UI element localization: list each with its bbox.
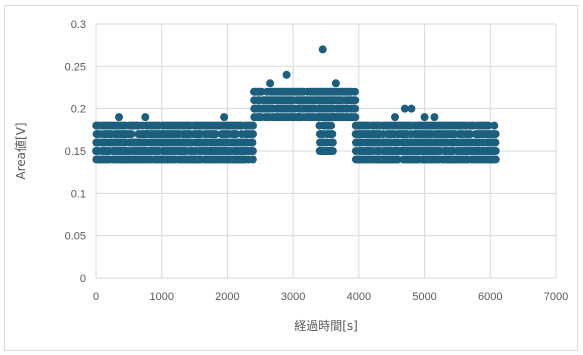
x-tick-label-4: 4000 bbox=[347, 291, 371, 303]
data-point-387 bbox=[248, 121, 257, 130]
data-point-976 bbox=[266, 79, 275, 88]
y-tick-label-5: 0.25 bbox=[65, 61, 86, 73]
y-tick-labels: 0 0.05 0.1 0.15 0.2 0.25 0.3 bbox=[65, 19, 86, 285]
data-point-569 bbox=[328, 138, 337, 147]
y-tick-label-1: 0.05 bbox=[65, 231, 86, 243]
y-tick-label-6: 0.3 bbox=[71, 19, 86, 31]
data-point-983 bbox=[430, 113, 439, 122]
data-point-385 bbox=[248, 138, 257, 147]
data-point-568 bbox=[328, 147, 337, 155]
chart-frame bbox=[4, 5, 578, 351]
data-point-386 bbox=[248, 130, 257, 139]
data-point-969 bbox=[491, 147, 500, 155]
data-point-87 bbox=[127, 130, 136, 139]
data-point-982 bbox=[420, 113, 429, 122]
data-point-970 bbox=[491, 138, 500, 147]
y-tick-label-3: 0.15 bbox=[65, 146, 86, 158]
data-point-979 bbox=[400, 104, 409, 113]
y-tick-label-0: 0 bbox=[80, 273, 86, 285]
y-tick-label-2: 0.1 bbox=[71, 188, 86, 200]
x-tick-label-6: 6000 bbox=[478, 291, 502, 303]
data-point-570 bbox=[328, 130, 337, 139]
x-tick-labels: 0 1000 2000 3000 4000 5000 6000 7000 bbox=[93, 291, 568, 303]
data-point-622 bbox=[350, 87, 359, 96]
data-point-348 bbox=[231, 130, 240, 139]
y-tick-label-4: 0.2 bbox=[71, 104, 86, 116]
x-tick-label-0: 0 bbox=[93, 291, 99, 303]
data-point-974 bbox=[220, 113, 229, 122]
data-point-971 bbox=[491, 130, 500, 139]
data-points bbox=[92, 45, 500, 164]
data-point-384 bbox=[248, 147, 257, 155]
data-point-298 bbox=[211, 130, 220, 139]
data-point-975 bbox=[282, 70, 291, 79]
x-axis-title: 経過時間[s] bbox=[294, 319, 358, 333]
data-point-981 bbox=[391, 113, 399, 122]
x-tick-label-3: 3000 bbox=[281, 291, 305, 303]
data-point-404 bbox=[257, 87, 266, 96]
data-point-728 bbox=[393, 155, 402, 164]
y-axis-title: Area値[V] bbox=[13, 122, 28, 179]
data-point-980 bbox=[407, 104, 416, 113]
data-point-973 bbox=[141, 113, 150, 122]
data-point-972 bbox=[115, 113, 123, 122]
data-point-620 bbox=[351, 104, 360, 113]
data-point-619 bbox=[351, 113, 360, 122]
data-point-563 bbox=[327, 121, 336, 130]
data-point-621 bbox=[351, 96, 360, 105]
data-point-977 bbox=[318, 45, 327, 54]
x-tick-label-2: 2000 bbox=[215, 291, 239, 303]
data-point-968 bbox=[491, 155, 500, 164]
x-tick-label-7: 7000 bbox=[544, 291, 568, 303]
data-point-383 bbox=[248, 155, 257, 164]
data-point-967 bbox=[490, 121, 499, 130]
x-tick-label-1: 1000 bbox=[149, 291, 173, 303]
data-point-978 bbox=[331, 79, 340, 88]
x-tick-label-5: 5000 bbox=[412, 291, 436, 303]
data-point-909 bbox=[466, 130, 475, 139]
data-point-954 bbox=[484, 121, 493, 130]
